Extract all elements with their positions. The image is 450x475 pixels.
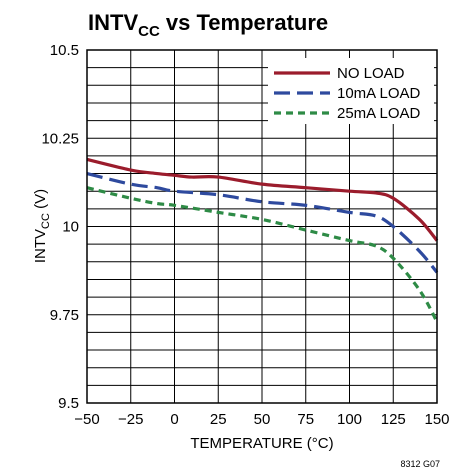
x-tick-label: 75	[297, 411, 314, 428]
y-tick-label: 9.5	[58, 395, 79, 412]
x-tick-label: 100	[337, 411, 362, 428]
legend-background	[268, 58, 434, 124]
figure-id: 8312 G07	[400, 459, 440, 469]
x-tick-labels: −50 −25 0 25 50 75 100 125 150	[74, 411, 449, 428]
x-axis-label: TEMPERATURE (°C)	[190, 435, 333, 452]
legend-label: NO LOAD	[337, 65, 405, 82]
x-tick-label: 50	[254, 411, 271, 428]
series-line-1	[86, 171, 439, 274]
y-tick-label: 10.5	[50, 42, 79, 59]
x-tick-label: 25	[210, 411, 227, 428]
x-tick-label: 150	[424, 411, 449, 428]
x-tick-label: −50	[74, 411, 99, 428]
legend-label: 25mA LOAD	[337, 105, 421, 122]
chart-title-main: INTV	[88, 10, 138, 35]
y-tick-label: 10	[62, 219, 79, 236]
chart-title-sub: CC	[138, 23, 160, 40]
y-tick-labels: 9.5 9.75 10 10.25 10.5	[41, 42, 79, 412]
chart-title: INTVCC vs Temperature	[88, 10, 328, 40]
y-tick-label: 10.25	[41, 130, 79, 147]
y-axis-label-sub: CC	[40, 213, 52, 229]
legend-label: 10mA LOAD	[337, 85, 421, 102]
series-line-0	[86, 157, 439, 242]
y-axis-label: INTVCC (V)	[32, 189, 52, 263]
chart-title-rest: vs Temperature	[160, 10, 328, 35]
legend: NO LOAD 10mA LOAD 25mA LOAD	[274, 65, 421, 122]
y-tick-label: 9.75	[50, 307, 79, 324]
plot-frame	[86, 49, 438, 404]
x-tick-label: −25	[118, 411, 143, 428]
y-axis-label-rest: (V)	[32, 189, 49, 213]
x-tick-label: 0	[170, 411, 178, 428]
series-group	[86, 157, 439, 323]
y-axis-label-main: INTV	[32, 229, 49, 263]
x-tick-label: 125	[381, 411, 406, 428]
